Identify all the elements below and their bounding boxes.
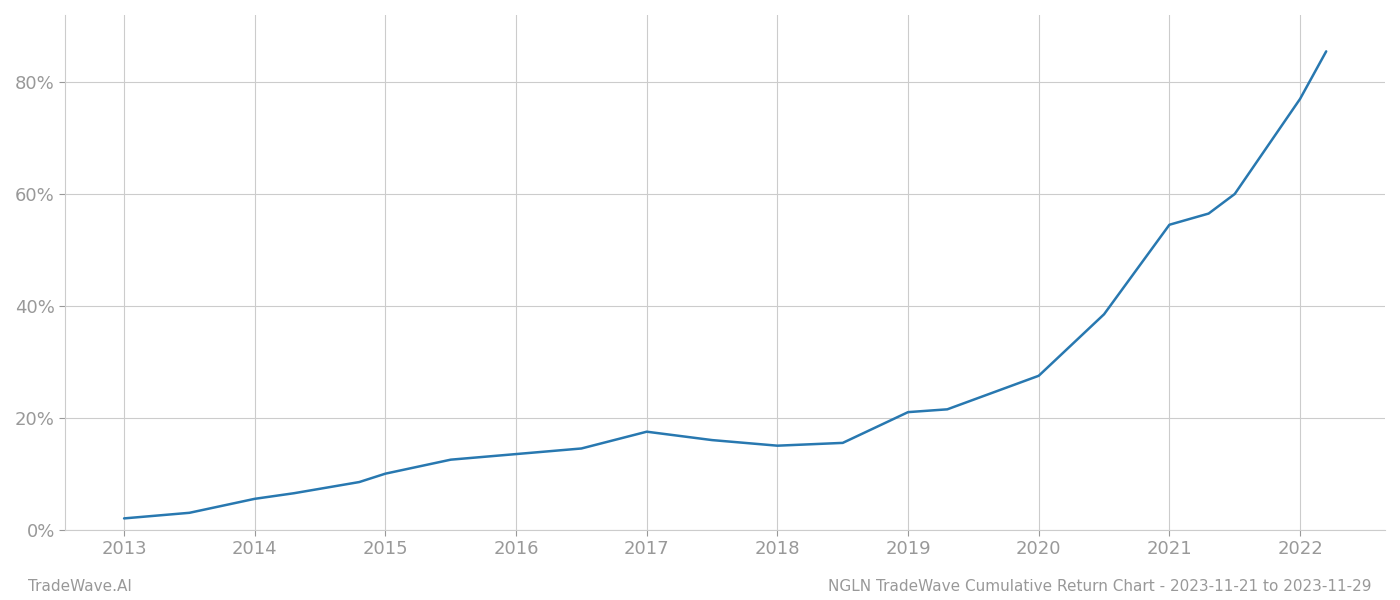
Text: NGLN TradeWave Cumulative Return Chart - 2023-11-21 to 2023-11-29: NGLN TradeWave Cumulative Return Chart -… — [829, 579, 1372, 594]
Text: TradeWave.AI: TradeWave.AI — [28, 579, 132, 594]
